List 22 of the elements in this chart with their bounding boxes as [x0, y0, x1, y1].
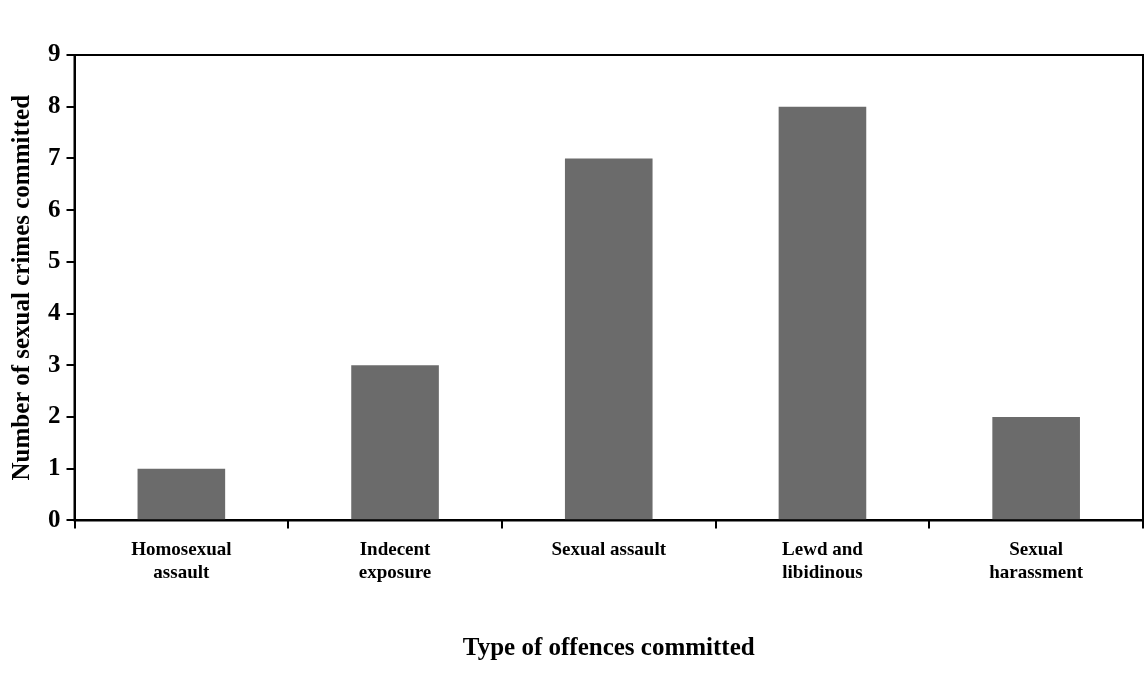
x-tick-label: Homosexual assault: [131, 537, 232, 582]
y-tick-label: 9: [48, 39, 61, 67]
y-tick-label: 8: [48, 91, 61, 119]
y-tick-label: 1: [48, 453, 61, 481]
x-tick-label: Sexual harassment: [989, 537, 1084, 582]
bar: [137, 468, 226, 520]
y-tick-label: 4: [48, 298, 61, 326]
y-tick-label: 0: [48, 504, 61, 532]
bar: [992, 416, 1080, 520]
x-tick-label: Sexual assault: [551, 537, 667, 559]
y-tick-label: 2: [48, 401, 61, 429]
y-tick-label: 5: [48, 246, 61, 274]
x-axis-title: Type of offences committed: [462, 633, 755, 661]
y-tick-label: 7: [48, 142, 61, 170]
y-tick-label: 3: [48, 349, 61, 377]
x-tick-label: Lewd and libidinous: [782, 537, 864, 582]
bar: [778, 106, 867, 520]
y-axis-title: Number of sexual crimes committed: [7, 94, 35, 481]
x-tick-label: Indecent exposure: [358, 537, 432, 582]
bar: [351, 365, 439, 520]
y-tick-label: 6: [48, 194, 61, 222]
bar: [564, 158, 653, 520]
